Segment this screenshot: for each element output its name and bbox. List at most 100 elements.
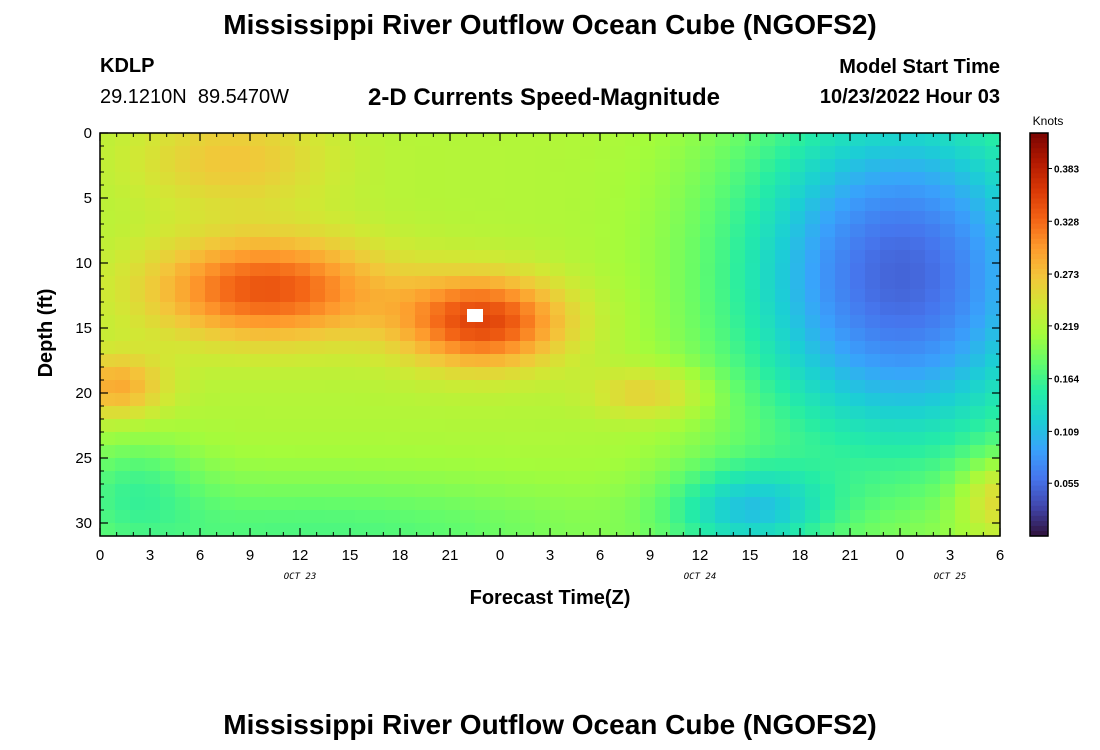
heatmap-cell <box>700 211 716 225</box>
heatmap-cell <box>910 250 926 264</box>
heatmap-cell <box>145 380 161 394</box>
heatmap-cell <box>580 484 596 498</box>
heatmap-cell <box>715 146 731 160</box>
heatmap-cell <box>400 393 416 407</box>
heatmap-cell <box>580 172 596 186</box>
x-tick-label: 18 <box>792 547 809 564</box>
heatmap-cell <box>880 497 896 511</box>
heatmap-cell <box>430 211 446 225</box>
heatmap-cell <box>130 263 146 277</box>
heatmap-cell <box>640 263 656 277</box>
heatmap-cell <box>190 198 206 212</box>
heatmap-cell <box>760 354 776 368</box>
heatmap-cell <box>610 172 626 186</box>
heatmap-cell <box>220 146 236 160</box>
heatmap-cell <box>595 432 611 446</box>
heatmap-cell <box>310 146 326 160</box>
heatmap-cell <box>685 445 701 459</box>
heatmap-cell <box>715 523 731 537</box>
heatmap-cell <box>115 406 131 420</box>
heatmap-cell <box>520 354 536 368</box>
heatmap-cell <box>820 380 836 394</box>
heatmap-cell <box>910 367 926 381</box>
heatmap-cell <box>145 133 161 147</box>
heatmap-cell <box>715 497 731 511</box>
heatmap-cell <box>985 224 1001 238</box>
heatmap-cell <box>415 497 431 511</box>
heatmap-cell <box>160 263 176 277</box>
heatmap-cell <box>520 471 536 485</box>
heatmap-cell <box>880 133 896 147</box>
heatmap-cell <box>940 458 956 472</box>
heatmap-cell <box>205 419 221 433</box>
heatmap-cell <box>625 354 641 368</box>
heatmap-cell <box>175 445 191 459</box>
heatmap-cell <box>370 250 386 264</box>
heatmap-cell <box>610 510 626 524</box>
heatmap-cell <box>910 302 926 316</box>
heatmap-cell <box>310 445 326 459</box>
heatmap-cell <box>160 497 176 511</box>
heatmap-cell <box>295 250 311 264</box>
heatmap-cell <box>100 393 116 407</box>
heatmap-cell <box>580 380 596 394</box>
heatmap-cell <box>160 458 176 472</box>
heatmap-cell <box>955 237 971 251</box>
heatmap-cell <box>715 432 731 446</box>
heatmap-cell <box>775 471 791 485</box>
heatmap-cell <box>250 341 266 355</box>
heatmap-cell <box>715 380 731 394</box>
heatmap-cell <box>745 263 761 277</box>
heatmap-cell <box>730 263 746 277</box>
heatmap-cell <box>625 250 641 264</box>
heatmap-cell <box>175 237 191 251</box>
heatmap-cell <box>400 224 416 238</box>
heatmap-cell <box>625 510 641 524</box>
heatmap-cell <box>670 185 686 199</box>
heatmap-cell <box>100 250 116 264</box>
heatmap-cell <box>700 263 716 277</box>
heatmap-cell <box>775 224 791 238</box>
heatmap-cell <box>190 328 206 342</box>
heatmap-cell <box>490 497 506 511</box>
heatmap-cell <box>265 393 281 407</box>
heatmap-cell <box>295 159 311 173</box>
heatmap-cell <box>520 406 536 420</box>
heatmap-cell <box>535 263 551 277</box>
y-tick-label: 15 <box>75 320 92 337</box>
heatmap-cell <box>730 315 746 329</box>
heatmap-cell <box>460 211 476 225</box>
heatmap-cell <box>955 198 971 212</box>
heatmap-cell <box>400 276 416 290</box>
heatmap-cell <box>745 497 761 511</box>
heatmap-cell <box>265 276 281 290</box>
heatmap-cell <box>580 133 596 147</box>
colorbar-segment <box>1030 158 1048 164</box>
colorbar-segment <box>1030 450 1048 456</box>
heatmap-cell <box>475 380 491 394</box>
heatmap-cell <box>160 328 176 342</box>
heatmap-cell <box>370 289 386 303</box>
colorbar-segment <box>1030 153 1048 159</box>
heatmap-cell <box>445 484 461 498</box>
heatmap-cell <box>760 289 776 303</box>
heatmap-cell <box>880 198 896 212</box>
heatmap-cell <box>610 146 626 160</box>
heatmap-cell <box>190 406 206 420</box>
heatmap-cell <box>565 289 581 303</box>
heatmap-cell <box>640 484 656 498</box>
heatmap-cell <box>205 484 221 498</box>
heatmap-cell <box>190 510 206 524</box>
heatmap-cell <box>865 198 881 212</box>
heatmap-cell <box>190 380 206 394</box>
heatmap-cell <box>520 211 536 225</box>
heatmap-cell <box>340 341 356 355</box>
heatmap-cell <box>760 263 776 277</box>
heatmap-cell <box>115 445 131 459</box>
heatmap-cell <box>655 328 671 342</box>
heatmap-cell <box>775 146 791 160</box>
colorbar-segment <box>1030 500 1048 507</box>
heatmap-cell <box>310 354 326 368</box>
heatmap-cell <box>715 445 731 459</box>
heatmap-cell <box>745 198 761 212</box>
